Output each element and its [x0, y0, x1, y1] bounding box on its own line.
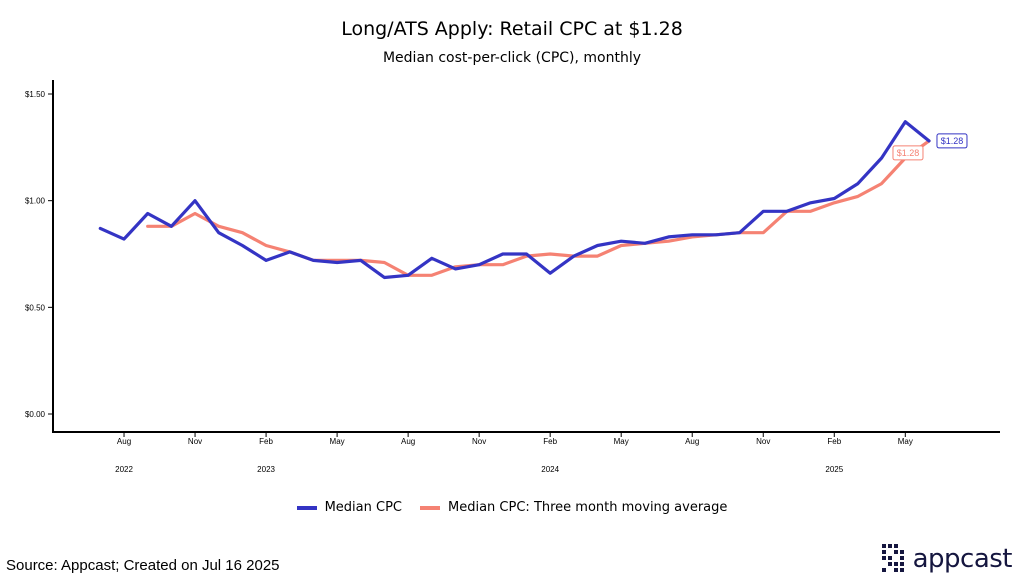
logo-dot	[899, 568, 904, 572]
x-tick-label: Nov	[756, 437, 770, 446]
legend-label-moving-average: Median CPC: Three month moving average	[448, 500, 728, 515]
logo-dot	[893, 544, 898, 548]
y-tick-label: $1.50	[25, 90, 46, 99]
year-label: 2024	[541, 465, 559, 474]
logo-dot	[893, 562, 898, 566]
legend-label-median: Median CPC	[324, 500, 403, 515]
x-tick-label: May	[614, 437, 629, 446]
end-label-moving-average: $1.28	[892, 145, 924, 161]
year-label: 2023	[257, 465, 275, 474]
end-label-median: $1.28	[936, 133, 968, 149]
logo-dot	[887, 556, 892, 560]
x-tick-label: Feb	[259, 437, 273, 446]
year-label: 2022	[115, 465, 133, 474]
legend-item-median: Median CPC	[296, 500, 403, 515]
end-label-moving-average-box	[892, 145, 924, 161]
logo-dot	[887, 544, 892, 548]
logo-dot	[893, 550, 898, 554]
end-label-moving-average-text: $1.28	[897, 148, 920, 158]
x-tick-label: Aug	[117, 437, 131, 446]
logo-dot	[893, 568, 898, 572]
legend: Median CPC Median CPC: Three month movin…	[0, 500, 1024, 515]
chart-subtitle: Median cost-per-click (CPC), monthly	[382, 50, 642, 66]
legend-item-moving-average: Median CPC: Three month moving average	[420, 500, 727, 515]
year-label: 2025	[825, 465, 843, 474]
y-tick-label: $0.50	[25, 303, 46, 312]
logo-dot	[881, 568, 886, 572]
line-chart: $0.00 $0.50 $1.00 $1.50 Aug Nov Feb May Aug Nov Fe…	[25, 80, 1000, 474]
appcast-logo: appcast	[881, 544, 1013, 574]
x-tick-label: Nov	[472, 437, 486, 446]
chart-title: Long/ATS Apply: Retail CPC at $1.28	[341, 18, 683, 40]
legend-swatch-median	[296, 505, 317, 510]
logo-dot	[899, 550, 904, 554]
y-tick-label: $0.00	[25, 410, 46, 419]
x-tick-label: Feb	[543, 437, 557, 446]
x-tick-label: May	[898, 437, 913, 446]
appcast-logo-icon	[881, 544, 904, 572]
x-tick-label: Aug	[401, 437, 415, 446]
x-tick-label: Aug	[685, 437, 699, 446]
logo-dot	[899, 562, 904, 566]
source-note: Source: Appcast; Created on Jul 16 2025	[6, 557, 280, 574]
logo-dot	[881, 550, 886, 554]
logo-dot	[887, 562, 892, 566]
end-label-median-box	[936, 133, 968, 149]
logo-dot	[881, 544, 886, 548]
legend-swatch-moving-average	[420, 505, 441, 510]
series-line-moving-average	[146, 139, 931, 277]
end-label-median-text: $1.28	[941, 136, 964, 146]
x-tick-label: Feb	[827, 437, 841, 446]
series-line-median	[98, 120, 931, 280]
logo-dot	[899, 556, 904, 560]
y-tick-label: $1.00	[25, 197, 46, 206]
x-tick-label: May	[330, 437, 345, 446]
x-tick-label: Nov	[188, 437, 202, 446]
logo-dot	[881, 556, 886, 560]
logo-text: appcast	[912, 544, 1013, 574]
